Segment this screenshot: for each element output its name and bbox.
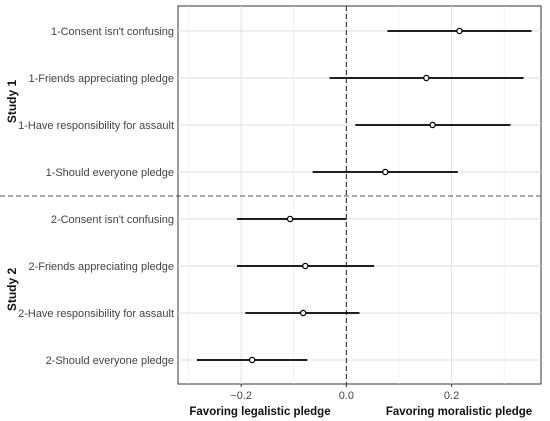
y-tick-label: 1-Consent isn't confusing	[51, 26, 174, 38]
plot-panel	[177, 5, 542, 385]
y-tick-label: 2-Should everyone pledge	[46, 355, 174, 367]
x-annotation-left: Favoring legalistic pledge	[189, 406, 330, 418]
point-estimate	[286, 215, 294, 223]
x-tick-label: 0.0	[339, 390, 354, 402]
study-group-label: Study 1	[5, 80, 19, 124]
y-tick-label: 1-Have responsibility for assault	[18, 120, 174, 132]
y-tick-label: 2-Friends appreciating pledge	[28, 261, 174, 273]
x-tick-label: −0.2	[230, 390, 252, 402]
point-estimate	[299, 309, 307, 317]
y-tick-label: 2-Have responsibility for assault	[18, 308, 174, 320]
estimate-marks	[196, 27, 532, 364]
reference-lines	[0, 6, 541, 384]
x-tick-label: 0.2	[444, 390, 459, 402]
x-axis: −0.2 0.0 0.2	[230, 384, 459, 402]
point-estimate	[429, 121, 436, 129]
point-estimate	[382, 168, 389, 176]
y-tick-label: 2-Consent isn't confusing	[51, 214, 174, 226]
study-strips: Study 1 Study 2	[5, 80, 19, 312]
y-tick-label: 1-Friends appreciating pledge	[28, 73, 174, 85]
y-tick-labels: 1-Consent isn't confusing 1-Friends appre…	[18, 26, 174, 367]
x-annotation-right: Favoring moralistic pledge	[386, 406, 532, 418]
study-group-label: Study 2	[5, 268, 19, 312]
y-tick-label: 1-Should everyone pledge	[46, 167, 174, 179]
point-estimate	[302, 262, 309, 270]
point-estimate	[456, 27, 463, 35]
point-estimate	[423, 74, 430, 82]
panel-border	[177, 5, 542, 385]
point-estimate	[248, 356, 256, 364]
